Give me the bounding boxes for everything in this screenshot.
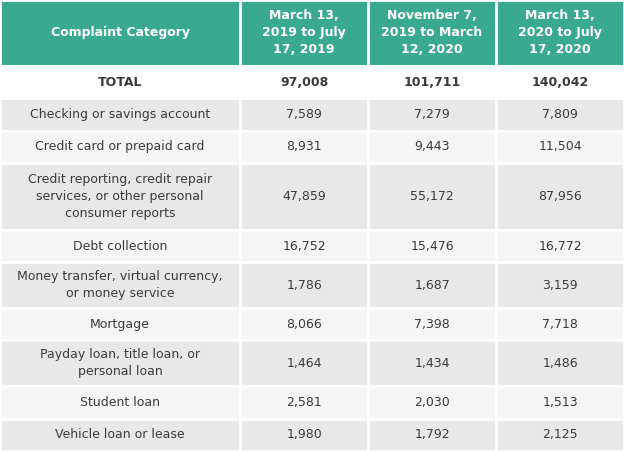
Text: 1,786: 1,786 <box>286 279 322 292</box>
Bar <box>368 66 496 98</box>
Bar <box>368 386 496 419</box>
Bar <box>496 386 624 419</box>
Bar <box>368 163 496 230</box>
Bar <box>368 230 496 262</box>
Bar <box>240 131 368 163</box>
Text: 1,792: 1,792 <box>414 428 450 441</box>
Text: 7,718: 7,718 <box>542 318 578 331</box>
Bar <box>496 66 624 98</box>
Text: Checking or savings account: Checking or savings account <box>30 108 210 121</box>
Text: 87,956: 87,956 <box>538 190 582 203</box>
Bar <box>0 341 240 386</box>
Text: 2,581: 2,581 <box>286 396 322 409</box>
Bar <box>496 308 624 341</box>
Bar <box>0 308 240 341</box>
Bar <box>240 308 368 341</box>
Bar <box>368 131 496 163</box>
Text: 16,772: 16,772 <box>539 239 582 253</box>
Bar <box>496 163 624 230</box>
Bar <box>240 66 368 98</box>
Bar <box>368 308 496 341</box>
Text: Student loan: Student loan <box>80 396 160 409</box>
Bar <box>0 131 240 163</box>
Bar <box>240 0 368 66</box>
Bar <box>0 98 240 131</box>
Bar <box>368 98 496 131</box>
Text: Debt collection: Debt collection <box>73 239 167 253</box>
Text: 7,809: 7,809 <box>542 108 578 121</box>
Bar <box>368 341 496 386</box>
Bar <box>496 98 624 131</box>
Bar <box>240 262 368 308</box>
Text: Payday loan, title loan, or
personal loan: Payday loan, title loan, or personal loa… <box>40 348 200 378</box>
Text: Mortgage: Mortgage <box>90 318 150 331</box>
Bar <box>0 0 240 66</box>
Bar <box>368 262 496 308</box>
Text: 1,513: 1,513 <box>542 396 578 409</box>
Bar <box>0 262 240 308</box>
Bar <box>496 0 624 66</box>
Text: 8,066: 8,066 <box>286 318 322 331</box>
Text: March 13,
2019 to July
17, 2019: March 13, 2019 to July 17, 2019 <box>262 9 346 56</box>
Text: 2,125: 2,125 <box>542 428 578 441</box>
Bar <box>0 419 240 451</box>
Text: 140,042: 140,042 <box>532 75 588 88</box>
Text: 8,931: 8,931 <box>286 140 322 153</box>
Bar <box>240 341 368 386</box>
Bar <box>0 386 240 419</box>
Text: 7,398: 7,398 <box>414 318 450 331</box>
Text: Complaint Category: Complaint Category <box>51 27 190 39</box>
Text: 1,434: 1,434 <box>414 357 450 370</box>
Text: 1,687: 1,687 <box>414 279 450 292</box>
Text: 9,443: 9,443 <box>414 140 450 153</box>
Text: 2,030: 2,030 <box>414 396 450 409</box>
Bar <box>496 262 624 308</box>
Text: 16,752: 16,752 <box>283 239 326 253</box>
Bar <box>240 163 368 230</box>
Text: 7,589: 7,589 <box>286 108 322 121</box>
Text: TOTAL: TOTAL <box>98 75 142 88</box>
Bar <box>368 419 496 451</box>
Bar <box>0 230 240 262</box>
Bar <box>0 163 240 230</box>
Text: 101,711: 101,711 <box>404 75 461 88</box>
Text: 11,504: 11,504 <box>539 140 582 153</box>
Text: Credit reporting, credit repair
services, or other personal
consumer reports: Credit reporting, credit repair services… <box>28 173 212 220</box>
Bar <box>496 230 624 262</box>
Text: 1,464: 1,464 <box>286 357 322 370</box>
Text: Vehicle loan or lease: Vehicle loan or lease <box>56 428 185 441</box>
Text: 15,476: 15,476 <box>411 239 454 253</box>
Bar <box>240 98 368 131</box>
Text: Money transfer, virtual currency,
or money service: Money transfer, virtual currency, or mon… <box>17 270 223 300</box>
Text: 55,172: 55,172 <box>410 190 454 203</box>
Text: November 7,
2019 to March
12, 2020: November 7, 2019 to March 12, 2020 <box>381 9 483 56</box>
Text: 1,980: 1,980 <box>286 428 322 441</box>
Text: Credit card or prepaid card: Credit card or prepaid card <box>36 140 205 153</box>
Bar <box>240 419 368 451</box>
Bar <box>496 131 624 163</box>
Bar <box>240 230 368 262</box>
Text: 1,486: 1,486 <box>542 357 578 370</box>
Text: 97,008: 97,008 <box>280 75 328 88</box>
Text: 47,859: 47,859 <box>282 190 326 203</box>
Bar <box>496 341 624 386</box>
Bar <box>368 0 496 66</box>
Text: 3,159: 3,159 <box>542 279 578 292</box>
Bar <box>240 386 368 419</box>
Bar <box>0 66 240 98</box>
Bar <box>496 419 624 451</box>
Text: March 13,
2020 to July
17, 2020: March 13, 2020 to July 17, 2020 <box>518 9 602 56</box>
Text: 7,279: 7,279 <box>414 108 450 121</box>
